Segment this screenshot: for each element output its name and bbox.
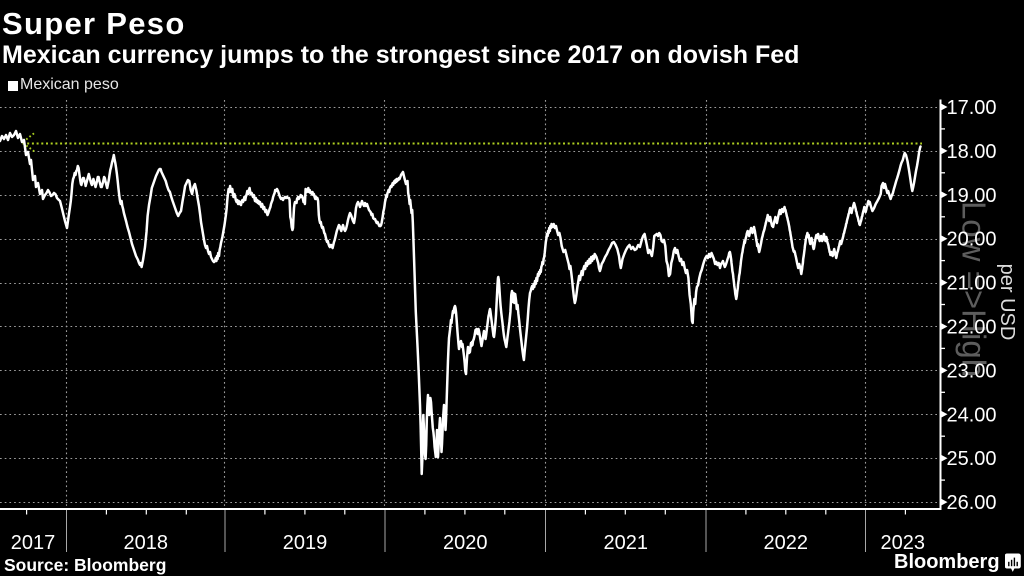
svg-text:per USD: per USD [996, 264, 1018, 341]
svg-text:Low =>High: Low =>High [956, 201, 993, 377]
svg-text:17.00: 17.00 [947, 97, 997, 119]
svg-text:2021: 2021 [604, 532, 649, 554]
svg-text:2018: 2018 [124, 532, 169, 554]
svg-text:20.00: 20.00 [947, 229, 997, 251]
svg-text:23.00: 23.00 [947, 360, 997, 382]
svg-text:2019: 2019 [283, 532, 328, 554]
svg-text:2020: 2020 [443, 532, 488, 554]
svg-text:26.00: 26.00 [947, 492, 997, 514]
svg-text:2017: 2017 [11, 532, 56, 554]
svg-text:22.00: 22.00 [947, 317, 997, 339]
svg-text:2022: 2022 [764, 532, 809, 554]
svg-text:2023: 2023 [881, 532, 926, 554]
svg-text:25.00: 25.00 [947, 448, 997, 470]
svg-text:19.00: 19.00 [947, 185, 997, 207]
svg-text:21.00: 21.00 [947, 273, 997, 295]
svg-text:24.00: 24.00 [947, 404, 997, 426]
svg-text:18.00: 18.00 [947, 141, 997, 163]
